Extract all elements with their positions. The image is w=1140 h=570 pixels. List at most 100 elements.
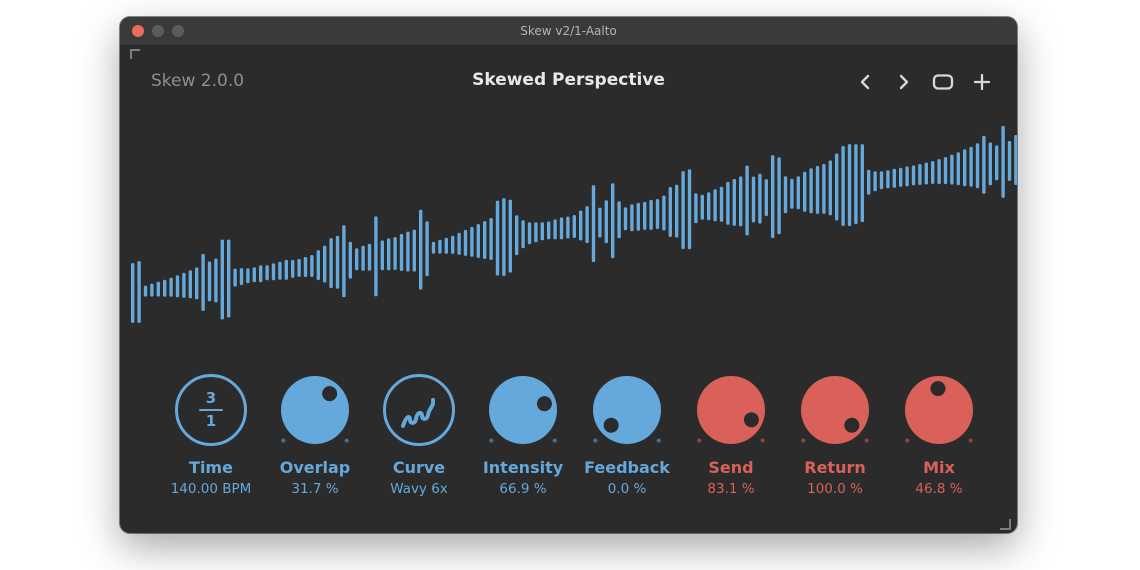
waveform-bar — [751, 176, 756, 223]
header: Skew 2.0.0 Skewed Perspective — [120, 69, 1017, 95]
waveform-bar — [719, 186, 724, 222]
waveform-bar — [572, 215, 576, 238]
waveform-bar — [591, 185, 596, 263]
feedback-knob[interactable] — [591, 374, 663, 446]
waveform-bar — [969, 146, 973, 187]
curve-shape-control[interactable] — [383, 374, 455, 446]
prev-preset-button[interactable] — [854, 71, 876, 93]
square-icon — [932, 74, 954, 90]
waveform-bar — [239, 268, 244, 286]
waveform-bar — [611, 183, 615, 259]
waveform-bar — [623, 207, 628, 231]
corner-mark-top-left-icon[interactable] — [129, 48, 143, 62]
waveform-bar — [854, 144, 858, 225]
curve-knob[interactable] — [383, 374, 455, 446]
plus-icon — [973, 73, 991, 91]
waveform-bar — [457, 232, 461, 255]
waveform-bar — [924, 162, 928, 185]
next-preset-button[interactable] — [893, 71, 915, 93]
waveform-bar — [604, 200, 608, 244]
waveform-bar — [361, 245, 365, 271]
waveform-bar — [783, 176, 788, 214]
knob-cell-mix: Mix 46.8 % — [887, 374, 991, 497]
waveform-bar — [873, 171, 877, 192]
waveform-bar — [892, 168, 896, 188]
knob-cell-intensity: Intensity 66.9 % — [471, 374, 575, 497]
waveform-bar — [284, 259, 288, 280]
waveform-bar — [636, 202, 640, 231]
max-tick — [551, 437, 558, 444]
waveform-bar — [508, 199, 512, 273]
waveform-bar — [489, 218, 493, 260]
waveform-bar — [982, 135, 986, 194]
fraction-denominator: 1 — [205, 412, 217, 431]
version-label: Skew 2.0.0 — [151, 71, 245, 91]
zoom-button[interactable] — [172, 25, 184, 37]
waveform-bar — [694, 193, 698, 224]
waveform-bar — [675, 184, 679, 238]
waveform-bar — [918, 164, 922, 185]
waveform-bar — [169, 277, 173, 297]
resize-handle-icon[interactable] — [996, 515, 1012, 531]
waveform-bar — [137, 261, 141, 323]
feedback-dial[interactable] — [593, 376, 661, 444]
intensity-knob[interactable] — [487, 374, 559, 446]
waveform-bar — [399, 234, 404, 271]
max-tick — [655, 437, 662, 444]
waveform-bar — [617, 201, 621, 239]
waveform-bar — [156, 281, 160, 297]
waveform-bar — [233, 268, 237, 287]
waveform-bar — [323, 245, 327, 283]
waveform-bar — [995, 145, 999, 181]
waveform-bar — [975, 143, 980, 189]
waveform-bar — [911, 165, 916, 186]
add-preset-button[interactable] — [971, 71, 993, 93]
waveform-bar — [451, 235, 455, 254]
minimize-button[interactable] — [152, 25, 164, 37]
knob-label: Mix — [923, 458, 955, 477]
waveform-bar — [553, 219, 557, 240]
waveform-bar — [444, 237, 448, 254]
mix-knob[interactable] — [903, 374, 975, 446]
waveform-bar — [348, 241, 352, 279]
preset-browser-button[interactable] — [932, 71, 954, 93]
overlap-knob[interactable] — [279, 374, 351, 446]
waveform-bar — [220, 239, 224, 320]
knob-cell-time: 3 1 Time 140.00 BPM — [159, 374, 263, 497]
overlap-dial[interactable] — [281, 376, 349, 444]
knob-value: 31.7 % — [291, 481, 339, 497]
knob-indicator-dot — [929, 380, 946, 397]
waveform-bar — [291, 259, 295, 278]
titlebar[interactable]: Skew v2/1-Aalto — [120, 17, 1017, 46]
waveform-bar — [790, 178, 794, 209]
waveform-bar — [579, 210, 583, 241]
knob-label: Intensity — [482, 458, 564, 477]
waveform-bar — [547, 221, 551, 240]
waveform-bar — [483, 221, 487, 259]
waveform-bar — [182, 272, 186, 298]
waveform-bar — [316, 250, 320, 281]
mix-dial[interactable] — [905, 376, 973, 444]
send-dial[interactable] — [697, 376, 765, 444]
return-knob[interactable] — [799, 374, 871, 446]
waveform-bar — [367, 243, 372, 271]
close-button[interactable] — [132, 25, 144, 37]
knob-label: Return — [804, 458, 866, 477]
waveform-display — [131, 125, 1017, 323]
waveform-bar — [188, 270, 192, 299]
send-knob[interactable] — [695, 374, 767, 446]
intensity-dial[interactable] — [489, 376, 557, 444]
waveform-bar — [963, 149, 967, 187]
knob-indicator-dot — [740, 409, 761, 430]
waveform-bar — [905, 166, 909, 187]
waveform-bar — [655, 199, 660, 229]
waveform-bar — [713, 189, 717, 222]
waveform-bar — [131, 263, 135, 323]
return-dial[interactable] — [801, 376, 869, 444]
waveform-bar — [380, 240, 384, 271]
fraction-bar — [199, 408, 223, 412]
min-tick — [904, 437, 911, 444]
waveform-bar — [246, 268, 250, 284]
